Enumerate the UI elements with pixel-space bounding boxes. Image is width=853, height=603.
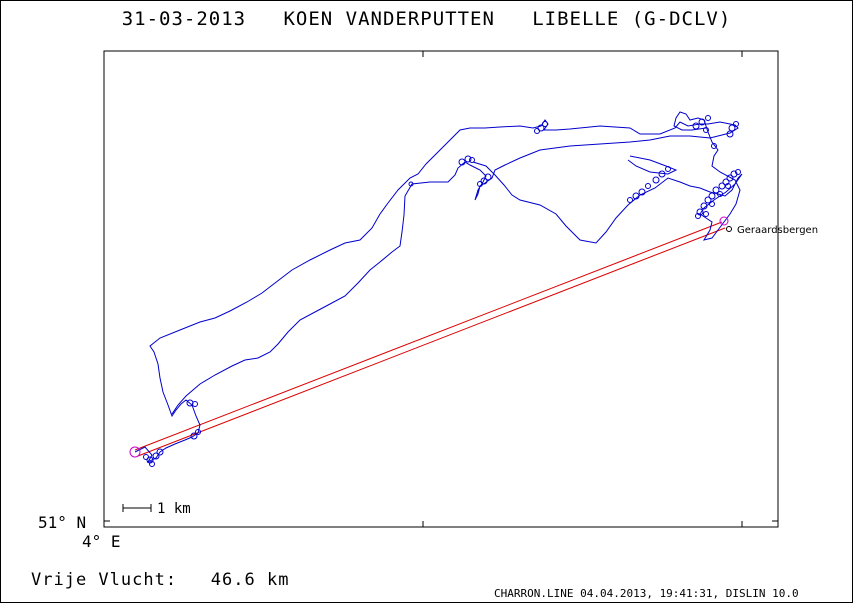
flight-track-east bbox=[472, 111, 743, 244]
geraardsbergen-marker bbox=[726, 226, 732, 232]
task-line-outbound bbox=[134, 221, 723, 451]
scale-bar-label: 1 km bbox=[157, 501, 191, 517]
plot-frame bbox=[103, 50, 779, 528]
flight-track-loop bbox=[627, 155, 678, 175]
pilot-name: KOEN VANDERPUTTEN bbox=[283, 8, 495, 30]
axis-ticks bbox=[104, 50, 778, 527]
start-waypoint bbox=[129, 446, 141, 458]
longitude-label: 4° E bbox=[82, 532, 121, 551]
distance-label: Vrije Vlucht: bbox=[31, 570, 178, 590]
program-info: CHARRON.LINE 04.04.2013, 19:41:31, DISLI… bbox=[494, 587, 799, 600]
place-label: Geraardsbergen bbox=[737, 225, 818, 236]
task-line-return bbox=[137, 227, 726, 457]
distance-value: 46.6 km bbox=[210, 570, 290, 590]
scale-bar bbox=[122, 504, 152, 512]
flight-date: 31-03-2013 bbox=[121, 8, 247, 30]
flight-track bbox=[134, 119, 739, 464]
page-title: 31-03-2013 KOEN VANDERPUTTEN LIBELLE (G-… bbox=[0, 8, 853, 30]
thermal-circles bbox=[143, 115, 741, 467]
latitude-label: 51° N bbox=[38, 513, 87, 532]
distance-readout: Vrije Vlucht: 46.6 km bbox=[31, 570, 289, 590]
glider-name: LIBELLE (G-DCLV) bbox=[532, 8, 732, 30]
task-lines bbox=[134, 221, 726, 457]
turn-waypoint bbox=[719, 216, 729, 226]
